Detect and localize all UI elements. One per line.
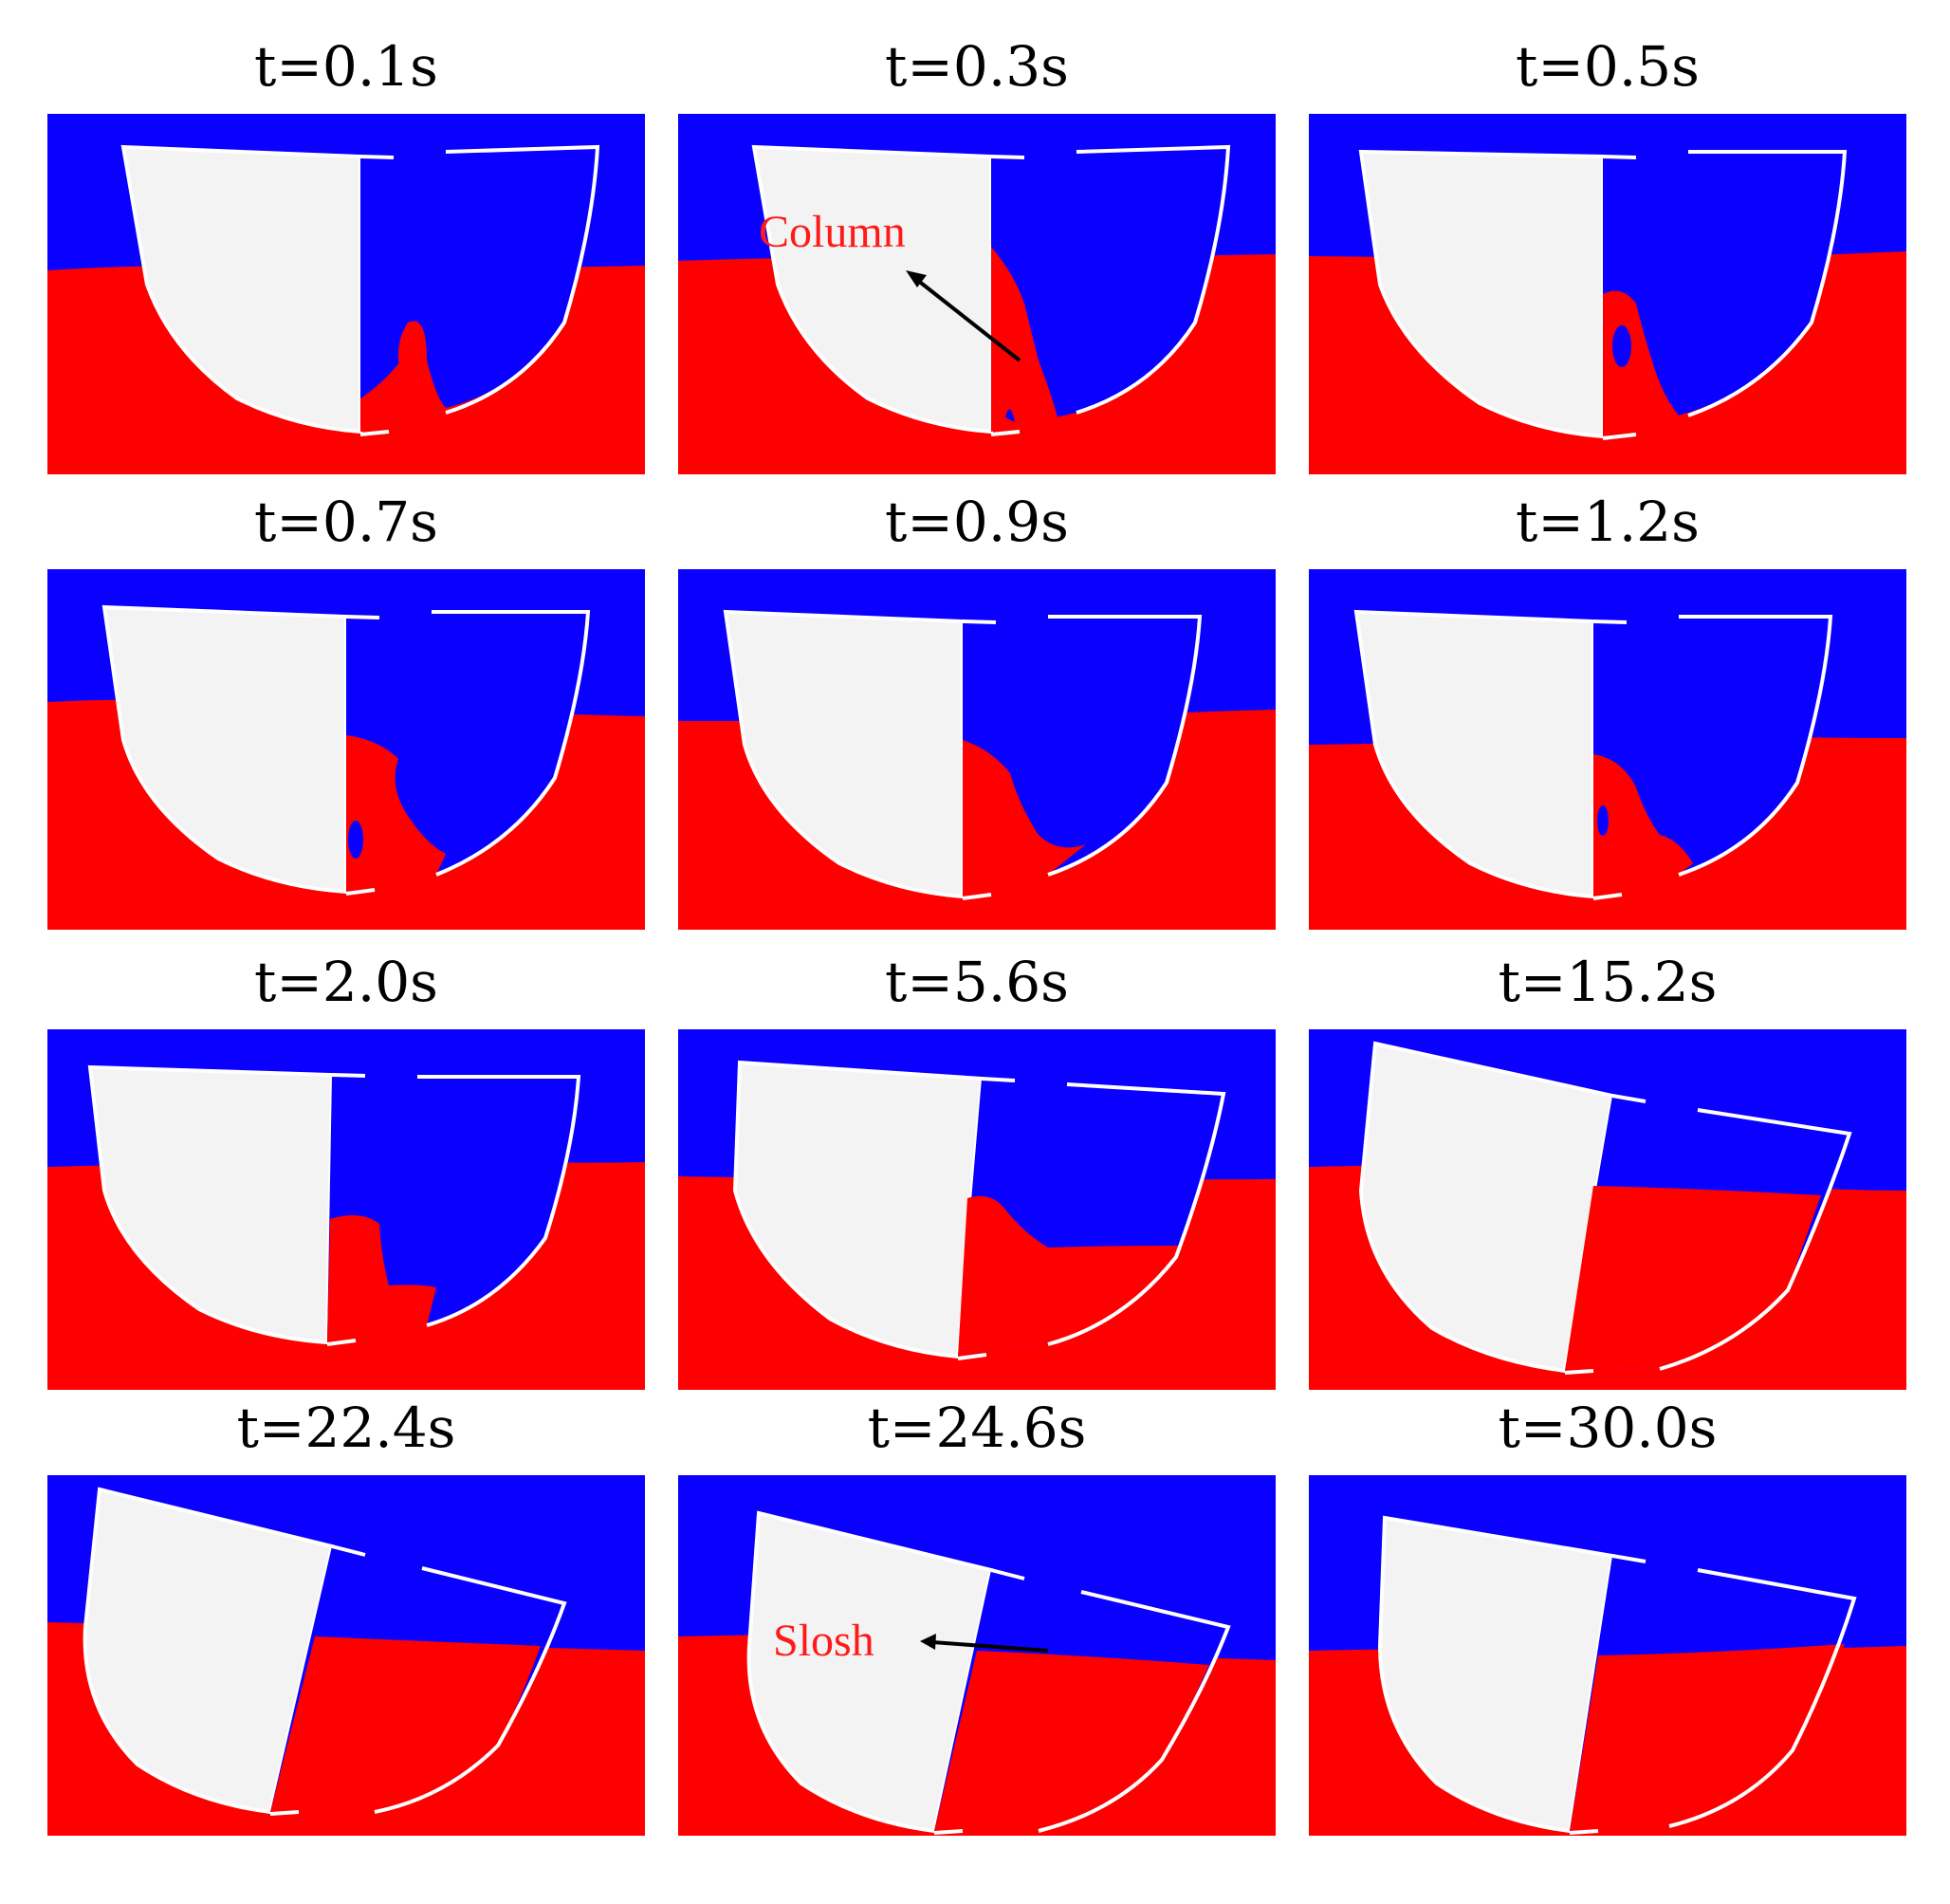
panel-image (1309, 569, 1906, 930)
panel-t-15-2: t=15.2s (1309, 944, 1906, 1390)
hull-left-compartment (1358, 1041, 1615, 1374)
panel-title: t=0.7s (254, 490, 438, 554)
hull-outline (990, 144, 1231, 436)
panel-image (1309, 1029, 1906, 1390)
panel-title: t=0.3s (885, 34, 1069, 99)
hull-left-compartment (1377, 1515, 1615, 1834)
compartment-water (346, 735, 446, 892)
panel-title: t=15.2s (1498, 950, 1718, 1014)
panel-image (678, 1029, 1276, 1390)
panel-t-22-4: t=22.4s (47, 1390, 645, 1836)
slosh-arrow-line (931, 1640, 1049, 1653)
hull-left-compartment (746, 1510, 994, 1834)
panel-t-1-2: t=1.2s (1309, 484, 1906, 930)
column-arrow-line (915, 278, 1021, 362)
compartment-air (1603, 152, 1845, 436)
panel-title: t=24.6s (867, 1396, 1087, 1460)
hull-left-compartment (120, 144, 362, 434)
hull-outline (933, 1568, 1231, 1835)
hull-left-compartment (1353, 609, 1595, 899)
hull-outline (1592, 615, 1833, 900)
hull-left-compartment (723, 609, 965, 899)
hull-left-compartment (1358, 149, 1605, 439)
hull-outline (1569, 1554, 1857, 1835)
slosh-label: Slosh (773, 1616, 874, 1666)
panel-title: t=0.9s (885, 490, 1069, 554)
hull-outline (1602, 150, 1848, 440)
compartment-water (958, 1195, 1190, 1357)
panel-t-24-6: t=24.6s Slosh (678, 1390, 1276, 1836)
panel-image (47, 1029, 645, 1390)
hull-outline (345, 610, 591, 896)
hull-left-compartment (751, 144, 993, 434)
air-pocket (1005, 409, 1015, 422)
hull-outline (962, 615, 1203, 900)
hull-outline (957, 1077, 1226, 1360)
column-arrow-head (906, 270, 927, 287)
compartment-water (963, 740, 1086, 897)
air-pocket (1612, 325, 1631, 367)
compartment-water (270, 1636, 541, 1812)
panel-t-0-7: t=0.7s (47, 484, 645, 930)
panel-title: t=22.4s (236, 1396, 456, 1460)
hull-left-compartment (87, 1064, 335, 1345)
hull-outline (359, 144, 600, 436)
column-label: Column (759, 207, 906, 257)
compartment-water (1570, 1644, 1845, 1831)
panel-image (1309, 1475, 1906, 1836)
panel-title: t=30.0s (1498, 1396, 1718, 1460)
compartment-water (1593, 754, 1693, 897)
panel-t-0-1: t=0.1s (47, 28, 645, 474)
panel-image (47, 114, 645, 474)
air-pocket (348, 821, 363, 859)
panel-t-0-9: t=0.9s (678, 484, 1276, 930)
panel-t-2-0: t=2.0s (47, 944, 645, 1390)
panel-t-0-5: t=0.5s (1309, 28, 1906, 474)
panel-image (47, 1475, 645, 1836)
panel-image: Slosh (678, 1475, 1276, 1836)
panel-image (47, 569, 645, 930)
hull-left-compartment (101, 604, 348, 895)
panel-image (678, 569, 1276, 930)
compartment-water (934, 1651, 1209, 1831)
panel-t-0-3: t=0.3s Column (678, 28, 1276, 474)
hull-left-compartment (83, 1487, 335, 1815)
slosh-arrow-head (920, 1634, 936, 1650)
compartment-air (991, 147, 1228, 432)
hull-outline (1564, 1094, 1852, 1375)
hull-outline (269, 1544, 567, 1816)
panel-title: t=0.1s (254, 34, 438, 99)
hull-left-compartment (732, 1060, 984, 1359)
air-pocket (1597, 805, 1609, 836)
panel-title: t=2.0s (254, 950, 438, 1014)
panel-title: t=0.5s (1516, 34, 1700, 99)
compartment-water-column (360, 345, 446, 432)
hull-outline (326, 1073, 581, 1346)
compartment-water-column (991, 247, 1058, 432)
panel-t-5-6: t=5.6s (678, 944, 1276, 1390)
compartment-air (327, 1075, 579, 1342)
compartment-water (1565, 1186, 1821, 1371)
panel-image (1309, 114, 1906, 474)
panel-image: Column (678, 114, 1276, 474)
panel-title: t=5.6s (885, 950, 1069, 1014)
panel-title: t=1.2s (1516, 490, 1700, 554)
compartment-water (327, 1215, 436, 1342)
panel-t-30-0: t=30.0s (1309, 1390, 1906, 1836)
compartment-air (360, 147, 598, 432)
